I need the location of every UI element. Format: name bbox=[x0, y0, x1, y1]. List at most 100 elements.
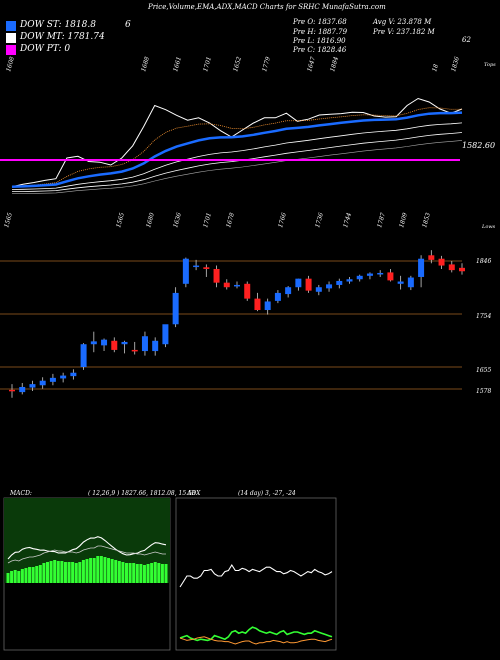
candle-body bbox=[285, 287, 292, 295]
macd-hist-bar bbox=[31, 567, 35, 583]
low-label: 1766 bbox=[277, 212, 288, 229]
candle-body bbox=[121, 341, 128, 345]
legend-mt: DOW MT: 1781.74 bbox=[20, 32, 105, 42]
adx-params: (14 day) 3, -27, -24 bbox=[238, 490, 296, 497]
tops-label: Tops bbox=[484, 62, 496, 68]
price-line bbox=[11, 97, 463, 188]
candle-body bbox=[101, 339, 108, 346]
macd-hist-bar bbox=[53, 560, 57, 583]
macd-hist-bar bbox=[38, 565, 42, 583]
candle-body bbox=[182, 258, 189, 284]
macd-hist-bar bbox=[78, 562, 82, 583]
candle-body bbox=[223, 282, 230, 288]
candle-body bbox=[213, 268, 220, 283]
top-label: 18 bbox=[431, 63, 440, 72]
low-label: 1636 bbox=[172, 212, 183, 229]
macd-hist-bar bbox=[135, 564, 139, 583]
macd-line bbox=[7, 536, 167, 560]
candle-body bbox=[29, 384, 36, 388]
macd-hist-bar bbox=[125, 563, 128, 583]
candle-body bbox=[438, 258, 445, 266]
macd-hist-bar bbox=[99, 556, 103, 583]
candle-body bbox=[428, 255, 435, 260]
candle-body bbox=[90, 341, 97, 345]
candle-body bbox=[19, 386, 26, 393]
top-label: 1608 bbox=[5, 56, 16, 73]
macd-hist-bar bbox=[81, 560, 85, 583]
candle-body bbox=[377, 272, 384, 275]
top-label: 1884 bbox=[329, 56, 340, 73]
corner-value: 62 bbox=[462, 36, 471, 44]
macd-hist-bar bbox=[110, 559, 114, 583]
candle-body bbox=[49, 377, 56, 382]
candle-body bbox=[172, 292, 179, 325]
candle-body bbox=[203, 267, 210, 269]
price-tick: 1655 bbox=[476, 367, 491, 374]
ema-blue-line bbox=[11, 111, 463, 188]
top-label: 1779 bbox=[261, 56, 272, 73]
macd-hist-bar bbox=[114, 560, 118, 583]
low-label: 1744 bbox=[342, 212, 353, 229]
candle-body bbox=[356, 275, 363, 280]
chart-title: Price,Volume,EMA,ADX,MACD Charts for SRH… bbox=[148, 3, 386, 11]
macd-hist-bar bbox=[74, 563, 78, 583]
pre-high: Pre H: 1887.79 bbox=[293, 28, 348, 36]
legend-swatch-mt bbox=[6, 33, 16, 43]
legend-swatch-pt bbox=[6, 45, 16, 55]
candle-body bbox=[141, 336, 148, 352]
top-label: 1836 bbox=[450, 56, 461, 73]
macd-hist-bar bbox=[56, 561, 60, 583]
top-label: 1688 bbox=[140, 56, 151, 73]
macd-hist-bar bbox=[10, 571, 14, 583]
candle-body bbox=[254, 298, 261, 311]
candle-body bbox=[274, 292, 281, 301]
macd-hist-bar bbox=[92, 558, 96, 583]
di-plus-line bbox=[179, 626, 333, 642]
macd-signal-line bbox=[7, 545, 166, 564]
candle-body bbox=[193, 265, 200, 268]
macd-hist-bar bbox=[164, 564, 168, 583]
top-label: 1647 bbox=[306, 56, 317, 73]
pre-open: Pre O: 1837.68 bbox=[293, 18, 347, 26]
macd-hist-bar bbox=[128, 563, 132, 583]
low-label: 1736 bbox=[314, 212, 325, 229]
price-tick: 1578 bbox=[476, 388, 491, 395]
top-label: 1661 bbox=[172, 56, 183, 73]
lows-label: Lows bbox=[481, 224, 496, 230]
macd-hist-bar bbox=[63, 562, 67, 583]
candle-body bbox=[397, 281, 404, 284]
macd-hist-bar bbox=[67, 562, 71, 583]
macd-hist-bar bbox=[157, 563, 161, 583]
low-label: 1680 bbox=[145, 212, 156, 229]
low-label: 1853 bbox=[421, 212, 432, 229]
candle-body bbox=[9, 389, 15, 392]
low-label: 1678 bbox=[225, 212, 236, 229]
di-minus-line bbox=[179, 636, 333, 645]
candle-body bbox=[418, 258, 425, 277]
legend-swatch-st bbox=[6, 21, 16, 31]
macd-hist-bar bbox=[49, 561, 53, 583]
pivot-label: 1582.60 bbox=[462, 141, 495, 150]
candle-body bbox=[70, 372, 77, 377]
candle-body bbox=[60, 375, 67, 379]
macd-hist-bar bbox=[35, 566, 39, 583]
candle-body bbox=[264, 301, 271, 311]
macd-hist-bar bbox=[13, 570, 17, 583]
avg-volume: Avg V: 23.878 M bbox=[373, 18, 432, 26]
macd-hist-bar bbox=[85, 559, 89, 583]
top-label: 1701 bbox=[202, 56, 213, 73]
candle-body bbox=[39, 380, 46, 386]
macd-hist-bar bbox=[139, 564, 143, 583]
macd-hist-bar bbox=[142, 565, 146, 583]
candle-body bbox=[326, 284, 333, 289]
candle-body bbox=[459, 267, 465, 272]
macd-hist-bar bbox=[107, 558, 111, 583]
candle-body bbox=[366, 273, 373, 276]
macd-hist-bar bbox=[146, 564, 150, 583]
candle-body bbox=[387, 272, 394, 281]
low-label: 1565 bbox=[3, 212, 14, 229]
candle-body bbox=[111, 340, 118, 350]
low-label: 1701 bbox=[202, 212, 213, 229]
candle-body bbox=[295, 278, 302, 288]
